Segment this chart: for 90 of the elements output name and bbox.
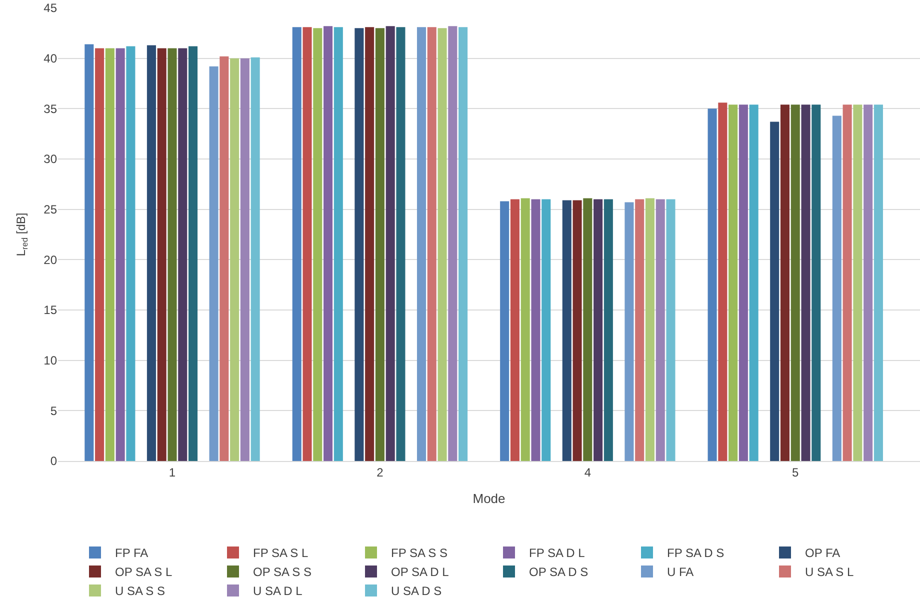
bar (656, 199, 665, 461)
legend-label: U SA S S (115, 584, 166, 598)
y-tick-label: 5 (50, 404, 58, 418)
legend-label: U SA D S (391, 584, 442, 598)
bar (728, 104, 738, 461)
bar (220, 56, 229, 461)
bar (313, 28, 322, 461)
bar (645, 198, 654, 461)
x-tick-label: 5 (792, 465, 800, 480)
bar (178, 48, 188, 461)
legend-label: OP SA D L (391, 565, 450, 580)
bar (842, 104, 852, 461)
bar (209, 66, 218, 461)
bar (416, 27, 426, 461)
bar (105, 48, 114, 461)
legend-label: OP SA S L (115, 565, 172, 580)
legend-label: U SA S L (805, 565, 854, 580)
bar (583, 198, 592, 461)
bar (531, 199, 540, 461)
bar (230, 58, 240, 461)
bar (365, 27, 374, 461)
x-axis-title: Mode (472, 491, 506, 506)
bar (832, 116, 842, 461)
bar (801, 104, 810, 461)
bar (562, 200, 572, 461)
legend-label: U FA (667, 565, 694, 580)
y-tick-label: 20 (44, 252, 58, 267)
bar (780, 104, 790, 461)
bar (302, 27, 312, 461)
bar (292, 27, 302, 461)
legend-label: OP FA (805, 546, 840, 560)
y-tick-label: 40 (44, 52, 58, 66)
bar (853, 104, 862, 461)
x-tick-label: 2 (376, 465, 384, 480)
bar (666, 199, 676, 461)
bar (738, 104, 748, 461)
bar (624, 202, 634, 461)
bar (126, 46, 136, 461)
y-tick-label: 0 (50, 454, 58, 468)
bar (438, 28, 447, 461)
bar (874, 104, 883, 461)
bar (718, 102, 728, 461)
bar (770, 122, 780, 461)
legend-label: FP FA (115, 546, 148, 560)
bar (354, 28, 364, 461)
legend-label: OP SA D S (529, 565, 588, 580)
bar (396, 27, 406, 461)
bar (458, 27, 468, 461)
bar (604, 199, 613, 461)
y-tick-label: 15 (44, 303, 58, 318)
bar (864, 104, 873, 461)
bar (375, 28, 384, 461)
bar (386, 26, 395, 461)
legend-label: OP SA S S (253, 565, 312, 580)
x-tick-label: 1 (168, 465, 176, 480)
y-tick-label: 35 (44, 102, 58, 116)
bar (84, 44, 94, 461)
bar (240, 58, 250, 461)
bar (812, 104, 821, 461)
bar (95, 48, 104, 461)
bar (572, 200, 582, 461)
x-tick-label: 4 (584, 465, 592, 480)
bar (168, 48, 177, 461)
bar (448, 26, 458, 461)
bar (116, 48, 125, 461)
bar (500, 201, 510, 461)
y-tick-label: 45 (44, 1, 58, 16)
legend-label: FP SA S L (253, 546, 308, 560)
bar (188, 46, 198, 461)
y-tick-label: 25 (44, 202, 58, 217)
legend-label: U SA D L (253, 584, 303, 598)
bar (635, 199, 644, 461)
bar (542, 199, 551, 461)
bar (708, 108, 717, 461)
bar (324, 26, 333, 461)
y-tick-label: 10 (44, 354, 58, 368)
legend-label: FP SA D L (529, 546, 586, 560)
bar (749, 104, 758, 461)
y-tick-label: 30 (44, 152, 58, 166)
bar (594, 199, 603, 461)
bar (250, 57, 260, 461)
bar (790, 104, 800, 461)
legend-label: FP SA S S (391, 546, 448, 560)
bar (146, 45, 156, 461)
legend-label: FP SA D S (667, 546, 724, 560)
bar (510, 199, 520, 461)
bar (520, 198, 530, 461)
bar (334, 27, 343, 461)
bar (157, 48, 166, 461)
bar (427, 27, 436, 461)
